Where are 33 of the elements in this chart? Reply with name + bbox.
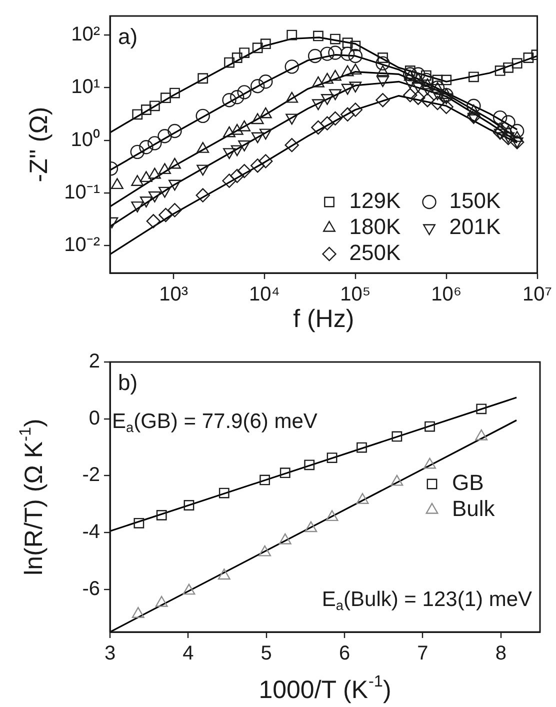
y-tick-label: 10⁰ <box>70 128 100 151</box>
legend-label: Bulk <box>452 496 496 522</box>
y-tick-label: 0 <box>88 407 100 430</box>
annotation: b) <box>118 370 138 396</box>
x-tick-label: 10⁴ <box>249 284 280 306</box>
annotation: a) <box>118 24 138 50</box>
legend-label: 129K <box>349 188 401 214</box>
x-tick-label: 10⁷ <box>522 284 552 306</box>
y-tick-label: -2 <box>82 464 100 486</box>
x-tick-label: 10⁶ <box>431 284 462 306</box>
x-tick-label: 10⁵ <box>340 284 371 306</box>
x-tick-label: 5 <box>260 642 272 665</box>
x-tick-label: 3 <box>104 642 116 665</box>
legend-label: GB <box>452 470 484 496</box>
y-tick-label: 10⁻¹ <box>64 181 100 204</box>
y-tick-label: 10¹ <box>71 76 100 98</box>
legend-label: 201K <box>449 214 501 240</box>
legend-label: 250K <box>349 240 401 266</box>
y-axis-title: -Z'' (Ω) <box>24 106 53 182</box>
x-tick-label: 4 <box>182 642 194 665</box>
x-tick-label: 7 <box>417 642 428 665</box>
y-tick-label: 10⁻² <box>64 234 100 256</box>
y-tick-label: 10² <box>71 24 100 46</box>
y-tick-label: -6 <box>82 578 100 600</box>
x-tick-label: 8 <box>495 642 506 665</box>
y-axis-title: ln(R/T) (Ω K-1) <box>16 418 48 576</box>
legend-label: 150K <box>449 188 501 214</box>
x-axis-title: f (Hz) <box>293 304 354 333</box>
x-tick-label: 10³ <box>159 284 188 306</box>
legend-label: 180K <box>349 214 401 240</box>
y-tick-label: -4 <box>82 521 100 544</box>
y-tick-label: 2 <box>88 350 100 373</box>
x-tick-label: 6 <box>338 642 350 665</box>
